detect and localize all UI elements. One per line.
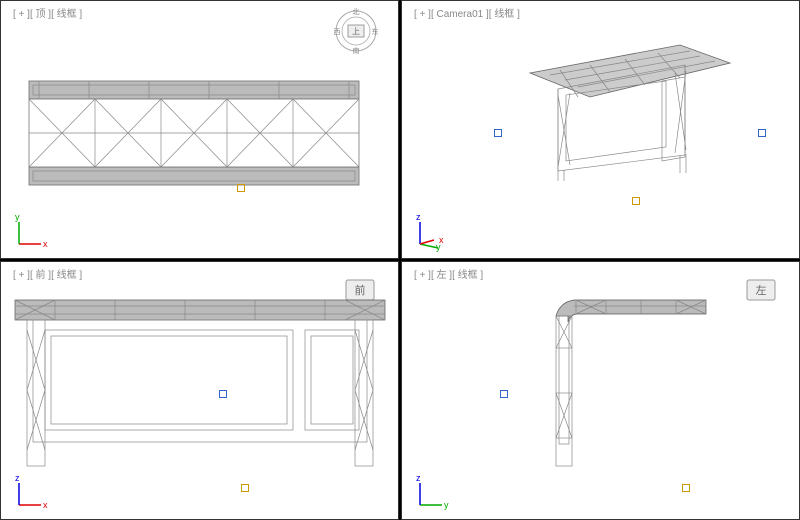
axis-gizmo: x z [13,471,53,511]
svg-text:z: z [416,473,421,483]
svg-text:z: z [416,212,421,222]
wireframe-side-view [556,298,706,466]
wireframe-top-view [29,81,359,185]
svg-text:x: x [439,235,444,245]
svg-text:x: x [43,500,48,510]
marker-yellow [241,484,249,492]
marker-yellow [237,184,245,192]
axis-gizmo: y z [414,471,454,511]
svg-text:南: 南 [353,46,360,55]
viewport-perspective[interactable]: [ + ][ Camera01 ][ 线框 ] [401,0,800,259]
svg-text:前: 前 [355,283,366,297]
axis-gizmo: x y [13,210,53,250]
svg-text:x: x [43,239,48,249]
svg-text:z: z [15,473,20,483]
marker-blue [500,390,508,398]
axis-gizmo: z y x [414,210,454,250]
marker-blue [219,390,227,398]
wireframe-perspective [530,45,730,181]
viewport-label[interactable]: [ + ][ 顶 ][ 线框 ] [13,5,82,20]
viewport-label[interactable]: [ + ][ 前 ][ 线框 ] [13,266,82,281]
viewport-label[interactable]: [ + ][ 左 ][ 线框 ] [414,266,483,281]
viewport-top[interactable]: [ + ][ 顶 ][ 线框 ] 北 东 南 西 上 [0,0,399,259]
svg-text:y: y [15,212,20,222]
marker-blue [758,129,766,137]
svg-text:北: 北 [353,8,360,16]
marker-yellow [632,197,640,205]
viewport-front[interactable]: [ + ][ 前 ][ 线框 ] 前 [0,261,399,520]
marker-yellow [682,484,690,492]
compass-gizmo[interactable]: 北 东 南 西 上 [332,7,380,55]
viewport-grid: [ + ][ 顶 ][ 线框 ] 北 东 南 西 上 [0,0,800,520]
marker-blue [494,129,502,137]
viewport-label[interactable]: [ + ][ Camera01 ][ 线框 ] [414,5,520,20]
svg-text:西: 西 [334,28,341,36]
viewcube-face: 上 [352,27,360,36]
svg-text:左: 左 [756,284,767,297]
svg-text:东: 东 [372,27,379,36]
svg-text:y: y [444,500,449,510]
viewport-left[interactable]: [ + ][ 左 ][ 线框 ] 左 [401,261,800,520]
viewcube[interactable]: 左 [743,272,779,308]
wireframe-front-view [15,300,385,466]
